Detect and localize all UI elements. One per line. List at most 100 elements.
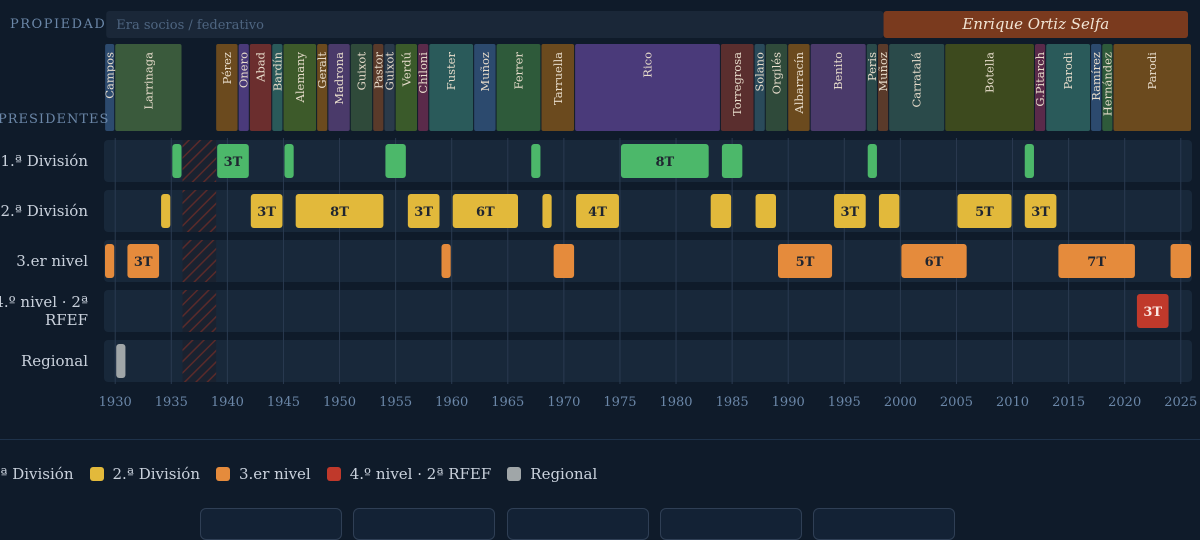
president-bar[interactable]: [1046, 44, 1091, 131]
season-block[interactable]: [755, 194, 776, 228]
president-bar[interactable]: [866, 44, 877, 131]
president-bar[interactable]: [877, 44, 889, 131]
president-12[interactable]: Verdú: [395, 44, 418, 131]
season-block[interactable]: [1024, 144, 1034, 178]
season-block[interactable]: [553, 244, 575, 278]
legend-item[interactable]: Regional: [507, 465, 597, 483]
president-26[interactable]: Carratalá: [889, 44, 945, 131]
president-bar[interactable]: [945, 44, 1034, 131]
season-block[interactable]: [161, 194, 171, 228]
president-19[interactable]: Torregrosa: [720, 44, 754, 131]
season-block-1[interactable]: 3T: [217, 144, 249, 178]
president-17[interactable]: Tarruella: [541, 44, 575, 131]
season-block[interactable]: [710, 194, 732, 228]
president-bar[interactable]: [395, 44, 418, 131]
season-block-4[interactable]: [531, 144, 541, 178]
season-block[interactable]: [576, 194, 619, 228]
president-bar[interactable]: [429, 44, 474, 131]
season-block-24[interactable]: [441, 244, 451, 278]
president-bar[interactable]: [541, 44, 575, 131]
season-block-16[interactable]: [710, 194, 732, 228]
president-bar[interactable]: [350, 44, 373, 131]
president-bar[interactable]: [496, 44, 541, 131]
president-23[interactable]: Benito: [810, 44, 866, 131]
president-bar[interactable]: [283, 44, 317, 131]
season-block[interactable]: [385, 144, 406, 178]
president-3[interactable]: Onero: [237, 44, 251, 131]
season-block-23[interactable]: 3T: [127, 244, 160, 278]
president-10[interactable]: Pastor: [371, 44, 385, 131]
president-bar[interactable]: [115, 44, 182, 131]
president-4[interactable]: Abad: [249, 44, 272, 131]
season-block[interactable]: [1024, 194, 1057, 228]
season-block-18[interactable]: 3T: [834, 194, 866, 228]
season-block-17[interactable]: [755, 194, 776, 228]
season-block-22[interactable]: [105, 244, 115, 278]
season-block-29[interactable]: [1170, 244, 1191, 278]
president-bar[interactable]: [105, 44, 115, 131]
president-30[interactable]: Ramírez: [1089, 44, 1103, 131]
season-block-11[interactable]: 8T: [295, 194, 384, 228]
legend-item[interactable]: 1.ª División: [0, 465, 74, 483]
president-bar[interactable]: [418, 44, 429, 131]
president-bar[interactable]: [788, 44, 810, 131]
president-18[interactable]: Rico: [575, 44, 720, 131]
season-block-21[interactable]: 3T: [1024, 194, 1057, 228]
president-bar[interactable]: [317, 44, 328, 131]
president-bar[interactable]: [373, 44, 384, 131]
president-32[interactable]: Parodi: [1113, 44, 1191, 131]
season-block-7[interactable]: [867, 144, 877, 178]
president-bar[interactable]: [810, 44, 866, 131]
president-20[interactable]: Solano: [753, 44, 767, 131]
season-block[interactable]: [284, 144, 294, 178]
season-block-26[interactable]: 5T: [777, 244, 833, 278]
season-block[interactable]: [1170, 244, 1191, 278]
view-button-3[interactable]: [507, 508, 649, 540]
view-button-5[interactable]: [813, 508, 955, 540]
season-block-15[interactable]: 4T: [576, 194, 619, 228]
president-14[interactable]: Fuster: [429, 44, 474, 131]
season-block[interactable]: [1136, 294, 1169, 328]
season-block[interactable]: [1058, 244, 1135, 278]
season-block[interactable]: [531, 144, 541, 178]
view-button-1[interactable]: [200, 508, 342, 540]
legend-item[interactable]: 3.er nivel: [216, 465, 311, 483]
season-block[interactable]: [901, 244, 967, 278]
season-block[interactable]: [295, 194, 384, 228]
season-block-19[interactable]: [878, 194, 900, 228]
view-button-4[interactable]: [660, 508, 802, 540]
season-block-25[interactable]: [553, 244, 575, 278]
president-bar[interactable]: [384, 44, 395, 131]
president-bar[interactable]: [765, 44, 788, 131]
president-bar[interactable]: [249, 44, 272, 131]
season-block-27[interactable]: 6T: [901, 244, 967, 278]
season-block-13[interactable]: 6T: [452, 194, 519, 228]
season-block-2[interactable]: [284, 144, 294, 178]
season-block[interactable]: [452, 194, 519, 228]
president-bar[interactable]: [575, 44, 720, 131]
president-bar[interactable]: [474, 44, 496, 131]
season-block[interactable]: [250, 194, 283, 228]
season-block-0[interactable]: [172, 144, 182, 178]
season-block-10[interactable]: 3T: [250, 194, 283, 228]
view-button-2[interactable]: [353, 508, 495, 540]
president-bar[interactable]: [272, 44, 283, 131]
president-6[interactable]: Alemany: [283, 44, 317, 131]
season-block[interactable]: [105, 244, 115, 278]
president-bar[interactable]: [1102, 44, 1113, 131]
season-block-28[interactable]: 7T: [1058, 244, 1135, 278]
season-block[interactable]: [721, 144, 743, 178]
season-block-5[interactable]: 8T: [620, 144, 709, 178]
president-7[interactable]: Geralt: [315, 44, 329, 131]
season-block[interactable]: [217, 144, 249, 178]
season-block-31[interactable]: [116, 344, 126, 378]
president-21[interactable]: Orgilés: [765, 44, 788, 131]
season-block-9[interactable]: [161, 194, 171, 228]
season-block[interactable]: [878, 194, 900, 228]
president-bar[interactable]: [238, 44, 249, 131]
president-bar[interactable]: [754, 44, 765, 131]
season-block[interactable]: [542, 194, 552, 228]
president-27[interactable]: Botella: [945, 44, 1034, 131]
season-block-8[interactable]: [1024, 144, 1034, 178]
season-block[interactable]: [620, 144, 709, 178]
